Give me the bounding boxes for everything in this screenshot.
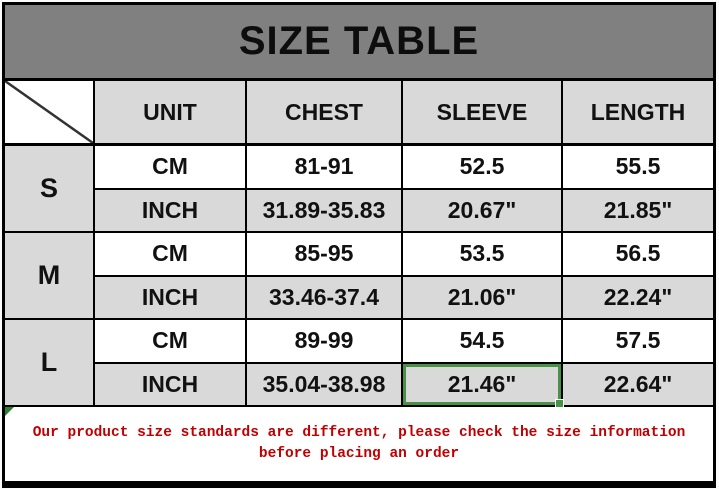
cell-s-inch-length: 21.85" bbox=[563, 189, 713, 233]
note-line-1: Our product size standards are different… bbox=[32, 425, 686, 441]
cell-m-cm-chest: 85-95 bbox=[247, 233, 403, 277]
table-title: SIZE TABLE bbox=[5, 5, 713, 81]
cell-m-cm-length: 56.5 bbox=[563, 233, 713, 277]
cell-l-inch-chest: 35.04-38.98 bbox=[247, 363, 403, 407]
cell-s-cm-chest: 81-91 bbox=[247, 146, 403, 190]
cell-l-cm-sleeve: 54.5 bbox=[403, 320, 563, 364]
cell-l-cm-unit: CM bbox=[95, 320, 247, 364]
cell-m-cm-unit: CM bbox=[95, 233, 247, 277]
cell-m-cm-sleeve: 53.5 bbox=[403, 233, 563, 277]
cell-m-inch-unit: INCH bbox=[95, 276, 247, 320]
cell-l-inch-unit: INCH bbox=[95, 363, 247, 407]
note-line-2: before placing an order bbox=[258, 446, 460, 462]
diagonal-line-icon bbox=[5, 81, 93, 143]
cell-s-cm-length: 55.5 bbox=[563, 146, 713, 190]
cell-m-inch-sleeve: 21.06" bbox=[403, 276, 563, 320]
size-note: Our product size standards are different… bbox=[5, 407, 713, 481]
header-length: LENGTH bbox=[563, 81, 713, 146]
cell-error-indicator-icon bbox=[5, 407, 14, 416]
cell-m-inch-chest: 33.46-37.4 bbox=[247, 276, 403, 320]
header-unit: UNIT bbox=[95, 81, 247, 146]
cell-l-cm-length: 57.5 bbox=[563, 320, 713, 364]
selected-cell-l-inch-sleeve[interactable]: 21.46" bbox=[403, 363, 564, 408]
cell-s-inch-chest: 31.89-35.83 bbox=[247, 189, 403, 233]
cell-m-inch-length: 22.24" bbox=[563, 276, 713, 320]
header-chest: CHEST bbox=[247, 81, 403, 146]
size-grid: UNIT CHEST SLEEVE LENGTH S CM 81-91 52.5… bbox=[5, 81, 713, 408]
cell-s-inch-sleeve: 20.67" bbox=[403, 189, 563, 233]
size-label-s: S bbox=[5, 146, 95, 233]
size-label-l: L bbox=[5, 320, 95, 407]
cell-s-cm-unit: CM bbox=[95, 146, 247, 190]
cell-s-inch-unit: INCH bbox=[95, 189, 247, 233]
header-sleeve: SLEEVE bbox=[403, 81, 563, 146]
cell-s-cm-sleeve: 52.5 bbox=[403, 146, 563, 190]
cell-l-cm-chest: 89-99 bbox=[247, 320, 403, 364]
diagonal-corner-cell bbox=[5, 81, 95, 146]
size-label-m: M bbox=[5, 233, 95, 320]
cell-l-inch-length: 22.64" bbox=[563, 363, 713, 407]
